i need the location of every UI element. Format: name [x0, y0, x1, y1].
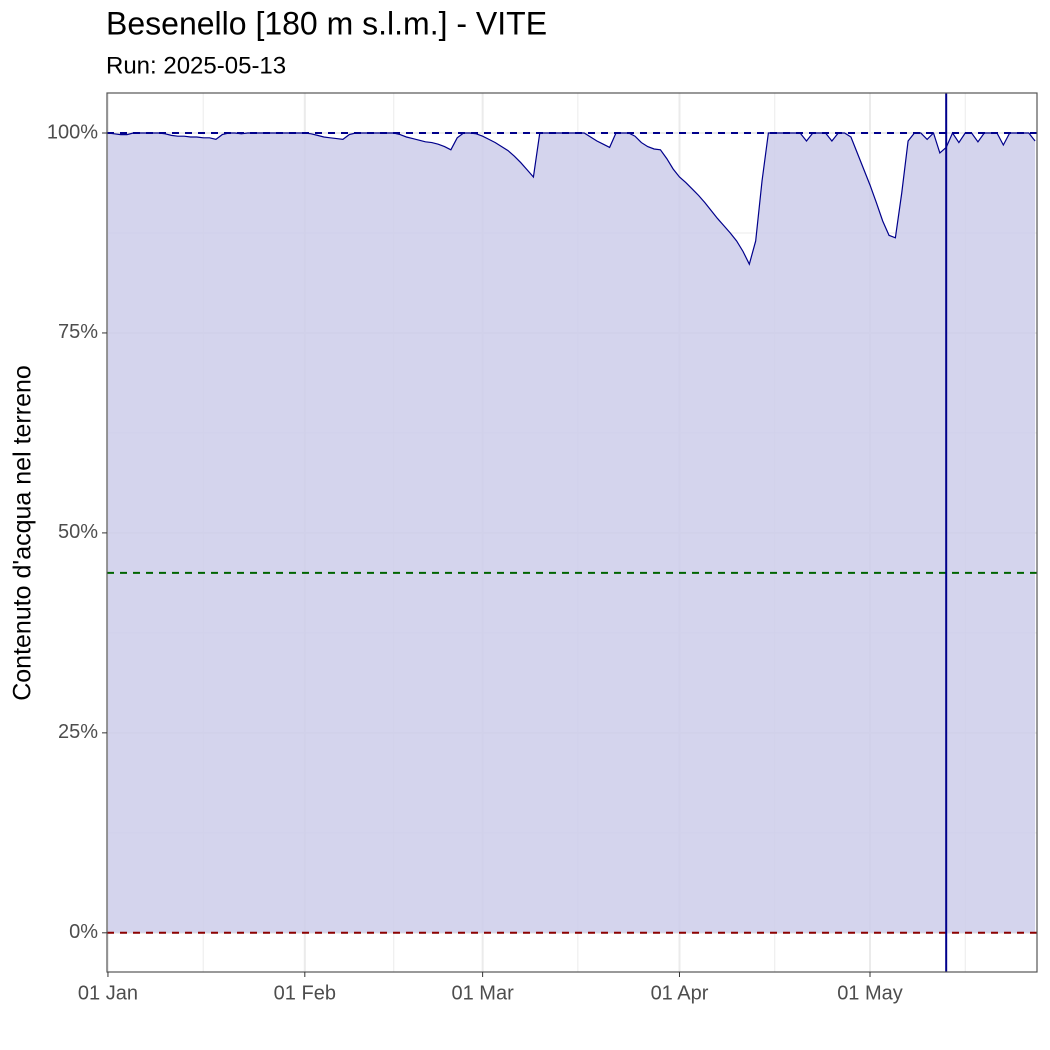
- y-tick-label: 25%: [58, 721, 98, 743]
- x-tick-label: 01 Apr: [651, 982, 709, 1004]
- line: [107, 131, 1036, 266]
- chart-subtitle: Run: 2025-05-13: [106, 52, 286, 79]
- y-tick-label: 0%: [69, 921, 98, 943]
- y-tick-label: 100%: [47, 121, 98, 143]
- x-tick-label: 01 Feb: [274, 982, 336, 1004]
- y-tick-label: 75%: [58, 321, 98, 343]
- x-tick-label: 01 Mar: [451, 982, 514, 1004]
- x-tick-label: 01 Jan: [78, 982, 138, 1004]
- area: [107, 132, 1036, 933]
- chart-title: Besenello [180 m s.l.m.] - VITE: [106, 5, 547, 41]
- x-tick-label: 01 May: [837, 982, 903, 1004]
- y-tick-label: 50%: [58, 521, 98, 543]
- y-axis-label: Contenuto d'acqua nel terreno: [9, 365, 37, 701]
